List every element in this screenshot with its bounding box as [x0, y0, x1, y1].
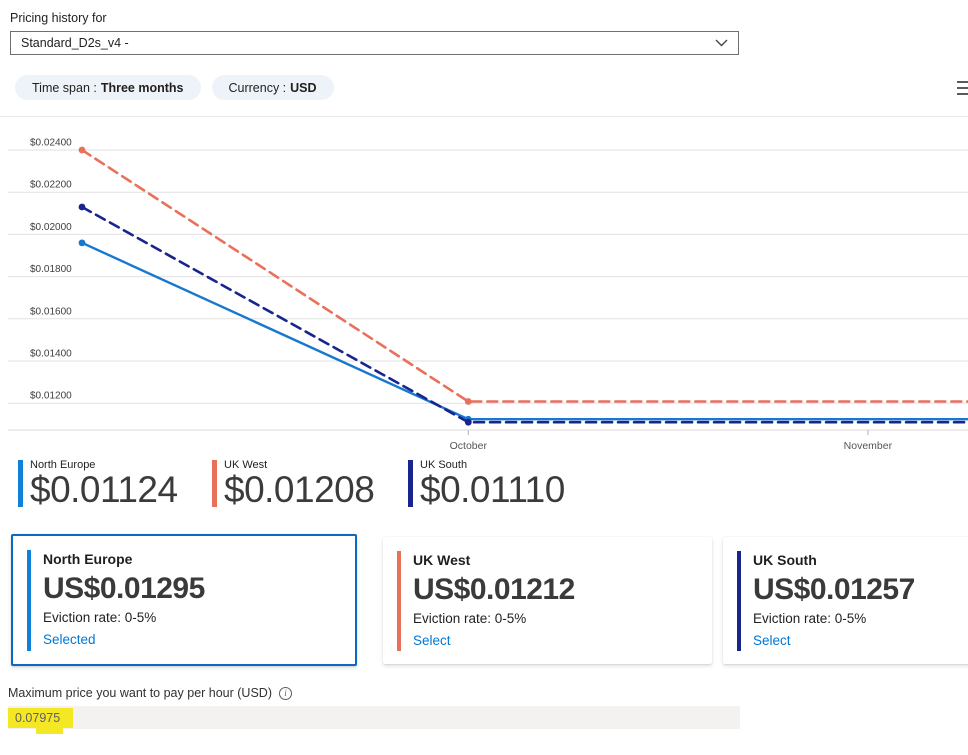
- card-select-link[interactable]: Select: [753, 632, 791, 648]
- section-divider: [0, 116, 968, 117]
- card-accent-bar: [27, 550, 31, 651]
- legend-region-name: North Europe: [30, 459, 96, 471]
- legend-item-north-europe: North Europe $0.01124: [18, 456, 178, 510]
- price-history-chart-svg: $0.02400 $0.02200 $0.02000 $0.01800 $0.01600…: [8, 138, 968, 452]
- card-accent-bar: [397, 551, 401, 651]
- filter-pills: Time span : Three months Currency : USD: [15, 75, 334, 100]
- max-price-input[interactable]: [8, 706, 740, 729]
- region-card-uk-west[interactable]: UK West US$0.01212 Eviction rate: 0-5% S…: [383, 537, 712, 664]
- time-span-pill[interactable]: Time span : Three months: [15, 75, 201, 100]
- legend-swatch: [408, 460, 413, 507]
- legend-swatch: [18, 460, 23, 507]
- svg-text:$0.02200: $0.02200: [30, 180, 72, 191]
- region-card-uk-south[interactable]: UK South US$0.01257 Eviction rate: 0-5% …: [723, 537, 968, 664]
- legend-current-price: $0.01208: [224, 469, 375, 510]
- svg-text:$0.02000: $0.02000: [30, 222, 72, 233]
- vm-size-dropdown-value: Standard_D2s_v4 -: [21, 36, 129, 50]
- currency-value: USD: [290, 80, 317, 95]
- legend-swatch: [212, 460, 217, 507]
- card-region-name: UK South: [753, 552, 817, 568]
- svg-text:$0.01200: $0.01200: [30, 391, 72, 402]
- currency-label: Currency :: [228, 80, 287, 95]
- card-select-link[interactable]: Select: [413, 632, 451, 648]
- card-eviction-rate: Eviction rate: 0-5%: [43, 609, 157, 625]
- currency-pill[interactable]: Currency : USD: [211, 75, 334, 100]
- card-region-name: North Europe: [43, 551, 133, 567]
- pricing-history-label: Pricing history for: [10, 11, 107, 25]
- legend-current-price: $0.01110: [420, 469, 565, 510]
- card-eviction-rate: Eviction rate: 0-5%: [753, 610, 867, 626]
- svg-text:$0.01800: $0.01800: [30, 264, 72, 275]
- svg-text:$0.01600: $0.01600: [30, 306, 72, 317]
- card-price: US$0.01295: [43, 572, 205, 605]
- svg-text:$0.02400: $0.02400: [30, 138, 72, 149]
- legend-item-uk-south: UK South $0.01110: [408, 456, 565, 510]
- svg-text:October: October: [450, 440, 488, 452]
- time-span-label: Time span :: [32, 80, 97, 95]
- price-history-chart: $0.02400 $0.02200 $0.02000 $0.01800 $0.01600…: [0, 126, 968, 460]
- legend-item-uk-west: UK West $0.01208: [212, 456, 375, 510]
- svg-text:$0.01400: $0.01400: [30, 349, 72, 360]
- card-selected-link[interactable]: Selected: [43, 631, 96, 647]
- chevron-down-icon: [715, 39, 728, 47]
- region-cards: North Europe US$0.01295 Eviction rate: 0…: [0, 530, 968, 680]
- time-span-value: Three months: [100, 80, 184, 95]
- max-price-field: [8, 706, 740, 734]
- card-region-name: UK West: [413, 552, 471, 568]
- svg-text:November: November: [844, 440, 893, 452]
- legend-region-name: UK South: [420, 459, 468, 471]
- card-eviction-rate: Eviction rate: 0-5%: [413, 610, 527, 626]
- max-price-label: Maximum price you want to pay per hour (…: [8, 686, 272, 700]
- card-price: US$0.01257: [753, 573, 915, 606]
- card-price: US$0.01212: [413, 573, 575, 606]
- info-icon[interactable]: i: [278, 686, 292, 700]
- card-accent-bar: [737, 551, 741, 651]
- legend-region-name: UK West: [224, 459, 268, 471]
- highlight-marker-tail: [36, 728, 63, 734]
- chart-legend: North Europe $0.01124 UK West $0.01208 U…: [0, 456, 968, 516]
- region-card-north-europe[interactable]: North Europe US$0.01295 Eviction rate: 0…: [11, 534, 357, 666]
- hamburger-menu-icon[interactable]: [957, 81, 968, 99]
- vm-size-dropdown[interactable]: Standard_D2s_v4 -: [10, 31, 739, 55]
- legend-current-price: $0.01124: [30, 469, 178, 510]
